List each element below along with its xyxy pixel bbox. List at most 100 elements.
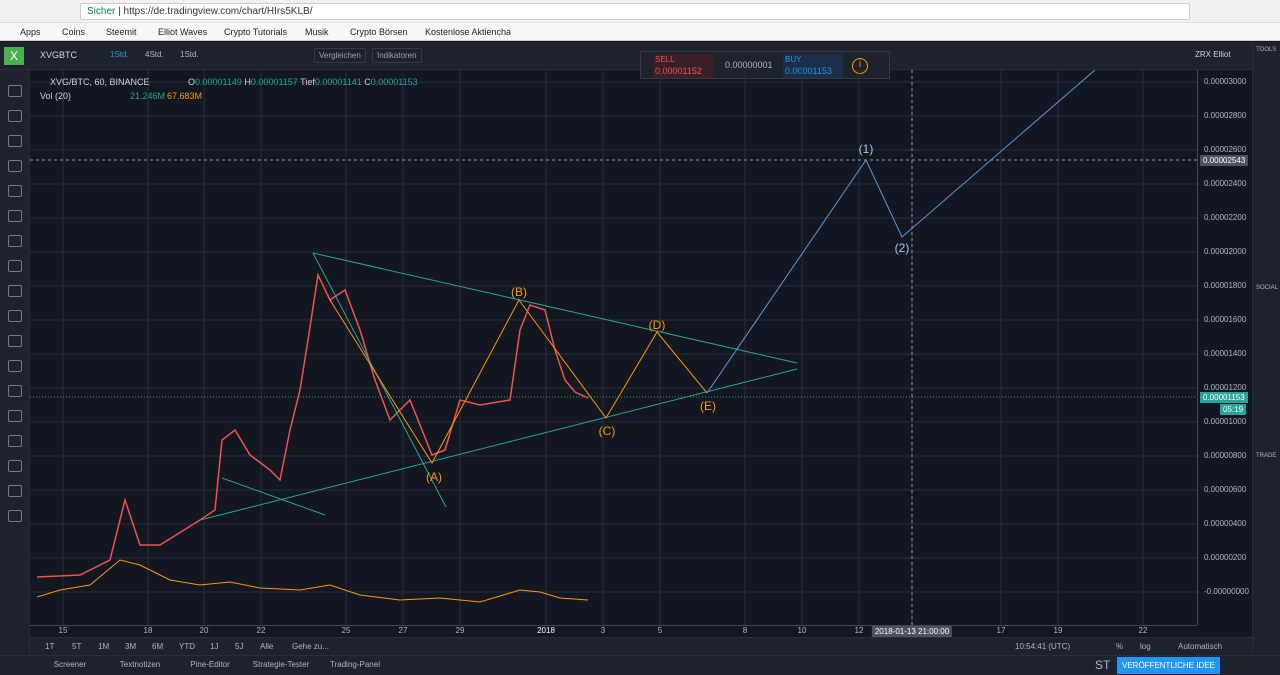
goto-button[interactable]: Gehe zu... [292, 642, 329, 651]
bookmark[interactable]: Crypto Tutorials [224, 27, 288, 37]
bookmark[interactable]: Coins [62, 27, 86, 37]
tool-icon[interactable] [8, 110, 22, 122]
price-tick-label: 0.00002400 [1204, 179, 1247, 188]
scale-option[interactable]: % [1116, 642, 1124, 651]
time-tick-label: 19 [1053, 626, 1063, 635]
scale-option[interactable]: log [1140, 642, 1151, 651]
range-button[interactable]: 5T [72, 642, 82, 651]
time-axis: 15 18 20 22 25 27 29 2018 3 5 8 10 12 2018-01-13 21:0… [30, 625, 1197, 637]
price-tick-label: -0.00000000 [1204, 587, 1249, 596]
interval[interactable]: 1Std. [110, 50, 129, 59]
wave-label: (A) [426, 470, 442, 484]
price-tick-label: 0.00001000 [1204, 417, 1247, 426]
interval[interactable]: 1Std. [180, 50, 199, 59]
tool-icon[interactable] [8, 485, 22, 497]
wave-label: (D) [649, 318, 666, 332]
last-price: 0.00001153 [1200, 392, 1248, 403]
countdown: 05:19 [1220, 404, 1247, 415]
tool-icon[interactable] [8, 135, 22, 147]
bottom-bar: 1T 5T 1M 3M 6M YTD 1J 5J Alle Gehe zu... 10:54:41 … [30, 637, 1252, 655]
range-button[interactable]: 1M [98, 642, 110, 651]
bookmark[interactable]: Kostenlose Aktiencha [425, 27, 512, 37]
range-button[interactable]: 5J [235, 642, 244, 651]
layout-name[interactable]: ZRX Elliot [1195, 50, 1231, 59]
panel-tab[interactable]: Pine-Editor [190, 660, 230, 669]
bookmark[interactable]: Crypto Börsen [350, 27, 408, 37]
wave-label: (E) [700, 399, 716, 413]
price-tick-label: 0.00000200 [1204, 553, 1247, 562]
right-sidebar: TOOLS SOCIAL TRADE [1252, 42, 1280, 655]
range-button[interactable]: 1T [45, 642, 55, 651]
address-bar: Sicher | https://de.tradingview.com/char… [0, 0, 1280, 23]
volume-ma-value: 67.683M [167, 91, 202, 101]
range-button[interactable]: Alle [260, 642, 274, 651]
trendline [199, 368, 798, 521]
tool-icon[interactable] [8, 435, 22, 447]
tool-icon[interactable] [8, 410, 22, 422]
chart-pane: (1) (2) (A) (B) (C) (D) (E) XVG/BTC, 60,… [30, 70, 1197, 625]
tool-icon[interactable] [8, 235, 22, 247]
secure-label: Sicher [87, 6, 116, 17]
scale-option[interactable]: Automatisch [1178, 642, 1223, 651]
price-tick-label: 0.00002000 [1204, 247, 1247, 256]
tool-icon[interactable] [8, 185, 22, 197]
sell-label[interactable]: SELL [655, 55, 675, 64]
time-tick-label: 22 [1138, 626, 1148, 635]
range-button[interactable]: 6M [152, 642, 164, 651]
tool-icon[interactable] [8, 285, 22, 297]
price-tick-label: 0.00001600 [1204, 315, 1247, 324]
bookmark[interactable]: Musik [305, 27, 329, 37]
tool-icon[interactable] [8, 385, 22, 397]
tool-icon[interactable] [8, 260, 22, 272]
panel-tab[interactable]: Textnotizen [119, 660, 161, 669]
legend-title[interactable]: XVG/BTC, 60, BINANCE [50, 77, 150, 87]
bookmark[interactable]: Apps [20, 27, 41, 37]
symbol[interactable]: XVGBTC [40, 50, 78, 60]
bookmark[interactable]: Steemit [106, 27, 137, 37]
sell-price[interactable]: 0.00001152 [655, 66, 702, 76]
bookmarks-bar: Apps Coins Steemit Elliot Waves Crypto Tutor… [0, 23, 1280, 41]
abcde-wave [329, 299, 708, 464]
buy-price[interactable]: 0.00001153 [785, 66, 832, 76]
volume-ma [36, 559, 589, 603]
panel-tab[interactable]: Trading-Panel [330, 660, 380, 669]
wave-label: (1) [859, 142, 874, 156]
time-tick-label: 29 [455, 626, 465, 635]
time-tick-label: 10 [797, 626, 807, 635]
volume-label[interactable]: Vol (20) [40, 91, 71, 101]
tool-icon[interactable] [8, 160, 22, 172]
compare-button[interactable]: Vergleichen [314, 48, 366, 63]
legend-o: O0.00001149 H0.00001157 Tief0.00001141 C… [188, 77, 418, 87]
panel-tab[interactable]: Screener [53, 660, 87, 669]
range-button[interactable]: 1J [210, 642, 219, 651]
indicators-button[interactable]: Indikatoren [372, 48, 422, 63]
tool-icon[interactable] [8, 460, 22, 472]
trendline [221, 477, 326, 516]
range-button[interactable]: 3M [125, 642, 137, 651]
price-tick-label: 0.00000400 [1204, 519, 1247, 528]
time-tick-label: 3 [600, 626, 606, 635]
publish-button[interactable]: VERÖFFENTLICHE IDEE [1117, 657, 1220, 674]
interval[interactable]: 4Std. [145, 50, 164, 59]
price-tick-label: 0.00001200 [1204, 383, 1247, 392]
time-tick-label: 5 [657, 626, 663, 635]
tool-icon[interactable] [8, 310, 22, 322]
panel-tab[interactable]: Strategie-Tester [252, 660, 310, 669]
bookmark[interactable]: Elliot Waves [158, 27, 208, 37]
sidebar-label: TRADE [1256, 453, 1277, 459]
tool-icon[interactable] [8, 335, 22, 347]
crosshair-time: 2018-01-13 21:00:00 [871, 626, 953, 637]
url-field[interactable]: Sicher | https://de.tradingview.com/char… [80, 3, 1190, 20]
tool-icon[interactable] [8, 85, 22, 97]
range-button[interactable]: YTD [179, 642, 195, 651]
buy-label[interactable]: BUY [785, 55, 802, 64]
time-tick-label: 20 [199, 626, 209, 635]
logo[interactable]: X [4, 47, 24, 65]
info-icon[interactable]: i [852, 58, 868, 74]
spread: 0.00000001 [725, 60, 773, 70]
tool-icon[interactable] [8, 360, 22, 372]
publish-short[interactable]: ST [1095, 658, 1111, 672]
tool-icon[interactable] [8, 510, 22, 522]
price-axis: 0.00003000 0.00002800 0.00002600 0.00002400… [1197, 70, 1252, 625]
tool-icon[interactable] [8, 210, 22, 222]
